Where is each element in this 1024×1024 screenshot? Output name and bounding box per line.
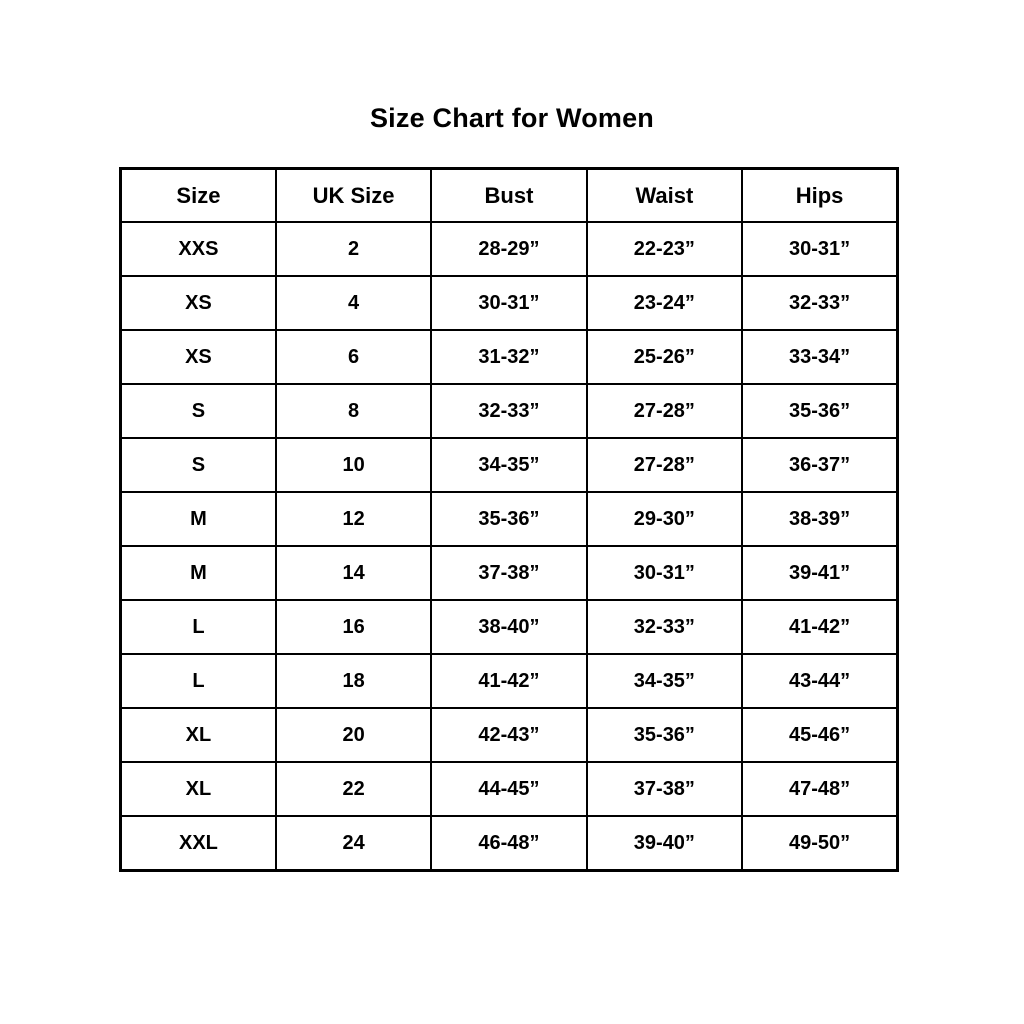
header-cell-bust: Bust — [430, 167, 588, 223]
table-row: L 16 38-40” 32-33” 41-42” — [119, 599, 899, 655]
table-cell: L — [119, 599, 277, 655]
table-row: XXL 24 46-48” 39-40” 49-50” — [119, 815, 899, 872]
table-cell: 44-45” — [430, 761, 588, 817]
table-cell: 45-46” — [741, 707, 899, 763]
table-cell: XXS — [119, 221, 277, 277]
table-cell: 4 — [274, 275, 433, 331]
table-cell: M — [119, 491, 277, 547]
table-cell: 41-42” — [741, 599, 899, 655]
table-cell: 18 — [274, 653, 433, 709]
table-cell: 22-23” — [585, 221, 744, 277]
table-cell: XL — [119, 707, 277, 763]
table-row: M 12 35-36” 29-30” 38-39” — [119, 491, 899, 547]
table-cell: 36-37” — [741, 437, 899, 493]
table-cell: 33-34” — [741, 329, 899, 385]
table-cell: 35-36” — [741, 383, 899, 439]
table-row: S 10 34-35” 27-28” 36-37” — [119, 437, 899, 493]
table-cell: 28-29” — [430, 221, 588, 277]
table-cell: 25-26” — [585, 329, 744, 385]
table-cell: 27-28” — [585, 383, 744, 439]
table-cell: 39-40” — [585, 815, 744, 872]
header-cell-size: Size — [119, 167, 277, 223]
table-cell: 43-44” — [741, 653, 899, 709]
table-cell: 37-38” — [585, 761, 744, 817]
table-cell: M — [119, 545, 277, 601]
table-cell: S — [119, 437, 277, 493]
table-row: S 8 32-33” 27-28” 35-36” — [119, 383, 899, 439]
table-cell: 30-31” — [430, 275, 588, 331]
table-row: XS 4 30-31” 23-24” 32-33” — [119, 275, 899, 331]
table-row: M 14 37-38” 30-31” 39-41” — [119, 545, 899, 601]
header-cell-waist: Waist — [585, 167, 744, 223]
table-cell: 34-35” — [430, 437, 588, 493]
table-cell: 30-31” — [585, 545, 744, 601]
table-cell: 27-28” — [585, 437, 744, 493]
table-row: XL 22 44-45” 37-38” 47-48” — [119, 761, 899, 817]
table-cell: 34-35” — [585, 653, 744, 709]
table-cell: 32-33” — [430, 383, 588, 439]
table-cell: XS — [119, 329, 277, 385]
table-cell: 49-50” — [741, 815, 899, 872]
table-cell: 29-30” — [585, 491, 744, 547]
table-cell: 46-48” — [430, 815, 588, 872]
table-cell: 22 — [274, 761, 433, 817]
table-cell: 2 — [274, 221, 433, 277]
table-cell: 23-24” — [585, 275, 744, 331]
table-cell: 32-33” — [741, 275, 899, 331]
table-cell: XS — [119, 275, 277, 331]
size-chart-table: Size UK Size Bust Waist Hips XXS 2 28-29” 22-23… — [119, 167, 899, 872]
table-cell: XL — [119, 761, 277, 817]
table-cell: 38-40” — [430, 599, 588, 655]
table-cell: L — [119, 653, 277, 709]
table-cell: 39-41” — [741, 545, 899, 601]
table-cell: 42-43” — [430, 707, 588, 763]
table-body: XXS 2 28-29” 22-23” 30-31” XS 4 30-31” 23-24” 32-… — [119, 221, 899, 872]
table-cell: 35-36” — [585, 707, 744, 763]
table-header: Size UK Size Bust Waist Hips — [119, 167, 899, 223]
table-cell: XXL — [119, 815, 277, 872]
header-cell-hips: Hips — [741, 167, 899, 223]
table-cell: 12 — [274, 491, 433, 547]
table-cell: 41-42” — [430, 653, 588, 709]
table-cell: 30-31” — [741, 221, 899, 277]
header-cell-uk-size: UK Size — [274, 167, 433, 223]
table-cell: 35-36” — [430, 491, 588, 547]
table-cell: 32-33” — [585, 599, 744, 655]
table-cell: 10 — [274, 437, 433, 493]
table-cell: 16 — [274, 599, 433, 655]
table-cell: 24 — [274, 815, 433, 872]
table-cell: 20 — [274, 707, 433, 763]
table-row: L 18 41-42” 34-35” 43-44” — [119, 653, 899, 709]
table-cell: 47-48” — [741, 761, 899, 817]
table-cell: 14 — [274, 545, 433, 601]
table-cell: 31-32” — [430, 329, 588, 385]
table-row: XS 6 31-32” 25-26” 33-34” — [119, 329, 899, 385]
table-cell: S — [119, 383, 277, 439]
table-cell: 6 — [274, 329, 433, 385]
table-row: XXS 2 28-29” 22-23” 30-31” — [119, 221, 899, 277]
page-title: Size Chart for Women — [369, 103, 655, 133]
table-cell: 37-38” — [430, 545, 588, 601]
table-row: XL 20 42-43” 35-36” 45-46” — [119, 707, 899, 763]
table-header-row: Size UK Size Bust Waist Hips — [119, 167, 899, 223]
table-cell: 38-39” — [741, 491, 899, 547]
table-cell: 8 — [274, 383, 433, 439]
